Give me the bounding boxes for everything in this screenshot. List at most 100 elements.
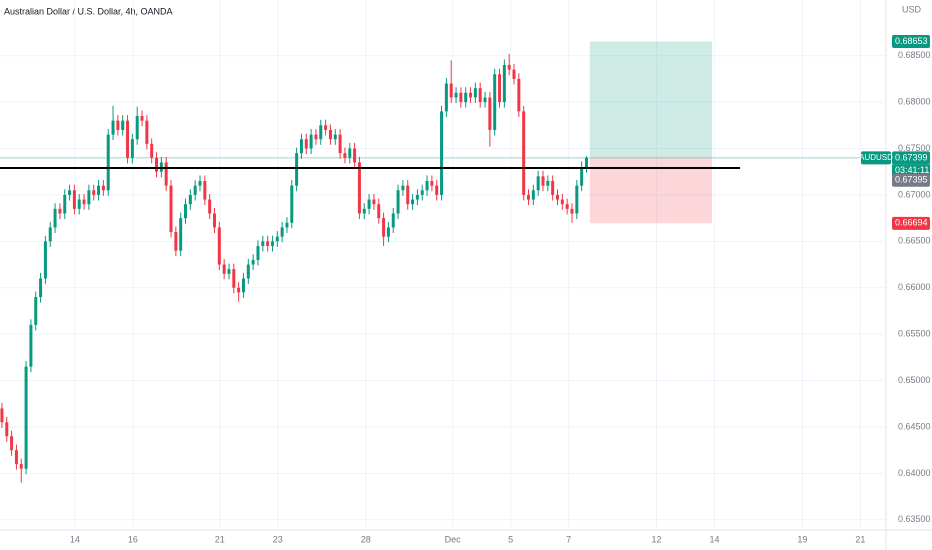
candle-body [256,245,260,260]
candle-body [58,208,62,214]
candle-body [72,190,76,209]
candle-body [440,111,444,195]
candle-body [97,185,101,195]
candle-body [208,199,212,214]
candle-body [580,167,584,186]
candle-body [14,450,18,465]
price-tag-label: 0.67399 [895,152,928,162]
candle-body [382,218,386,237]
candle-body [198,180,202,186]
candle-body [63,194,67,214]
y-tick-label: 0.67000 [898,189,931,199]
candle-body [266,241,270,246]
candle-body [24,366,28,469]
take-profit-zone [589,41,713,158]
y-tick-label: 0.66500 [898,236,931,246]
candle-body [251,259,255,265]
candle-body [507,64,511,70]
candle-body [101,185,105,191]
x-tick-label: 5 [508,534,513,544]
candle-body [203,180,207,200]
candle-body [111,120,115,135]
candle-body [464,92,468,103]
price-tag-label: 0.68653 [895,36,928,46]
y-tick-label: 0.65000 [898,375,931,385]
candle-body [19,464,23,469]
candle-body [551,180,555,195]
candle-body [106,134,110,191]
candle-body [188,194,192,205]
candle-body [425,180,429,191]
candle-body [570,208,574,214]
y-tick-label: 0.68500 [898,50,931,60]
y-tick-label: 0.64000 [898,468,931,478]
candle-body [512,69,516,79]
candle-body [483,97,487,103]
candle-body [575,185,579,214]
candle-body [324,125,328,130]
candle-body [5,422,9,437]
candle-body [155,157,159,172]
price-tag [892,151,930,165]
candle-body [135,116,139,140]
candle-body [555,194,559,200]
candle-body [82,199,86,205]
y-tick-label: 0.66000 [898,282,931,292]
candle-body [362,208,366,214]
candle-body [517,78,521,112]
currency-label: USD [902,4,922,14]
candle-body [237,287,241,293]
y-tick-label: 0.68000 [898,96,931,106]
candle-body [0,408,4,423]
price-tag-label: 0.67395 [895,175,928,185]
candle-body [396,190,400,214]
candle-body [565,204,569,209]
candle-body [353,148,357,163]
candle-body [43,241,47,279]
x-tick-label: 28 [361,534,371,544]
candle-body [150,143,154,158]
candle-body [478,88,482,103]
y-tick-label: 0.65500 [898,329,931,339]
candle-body [39,278,43,298]
x-tick-label: 23 [273,534,283,544]
candle-body [502,64,506,103]
countdown-tag [892,164,930,177]
x-tick-label: 21 [215,534,225,544]
y-tick-label: 0.67500 [898,143,931,153]
candle-body [285,222,289,228]
x-tick-label: 14 [709,534,719,544]
candle-body [367,199,371,209]
candle-body [454,92,458,98]
candle-body [372,199,376,205]
candle-body [406,185,410,205]
price-tag-label: 0.66694 [895,218,928,228]
candle-body [145,120,149,144]
candle-body [164,162,168,186]
candle-body [222,264,226,274]
candle-body [126,120,130,158]
candle-body [469,92,473,98]
candle-body [121,120,125,130]
candle-body [391,213,395,228]
candle-body [179,218,183,251]
candle-body [92,190,96,195]
candle-body [328,129,332,140]
candle-body [10,436,14,451]
candle-body [227,269,231,274]
candle-body [29,324,33,367]
candle-body [130,139,134,158]
candle-body [169,185,173,233]
candle-body [212,213,216,228]
candle-body [546,180,550,186]
candle-body [299,139,303,154]
candle-body [343,153,347,158]
symbol-tag [861,151,891,165]
candle-body [357,162,361,214]
candle-body [522,111,526,195]
candle-body [348,148,352,158]
price-tag [892,216,930,230]
candle-body [53,208,57,228]
price-tag [892,34,930,48]
